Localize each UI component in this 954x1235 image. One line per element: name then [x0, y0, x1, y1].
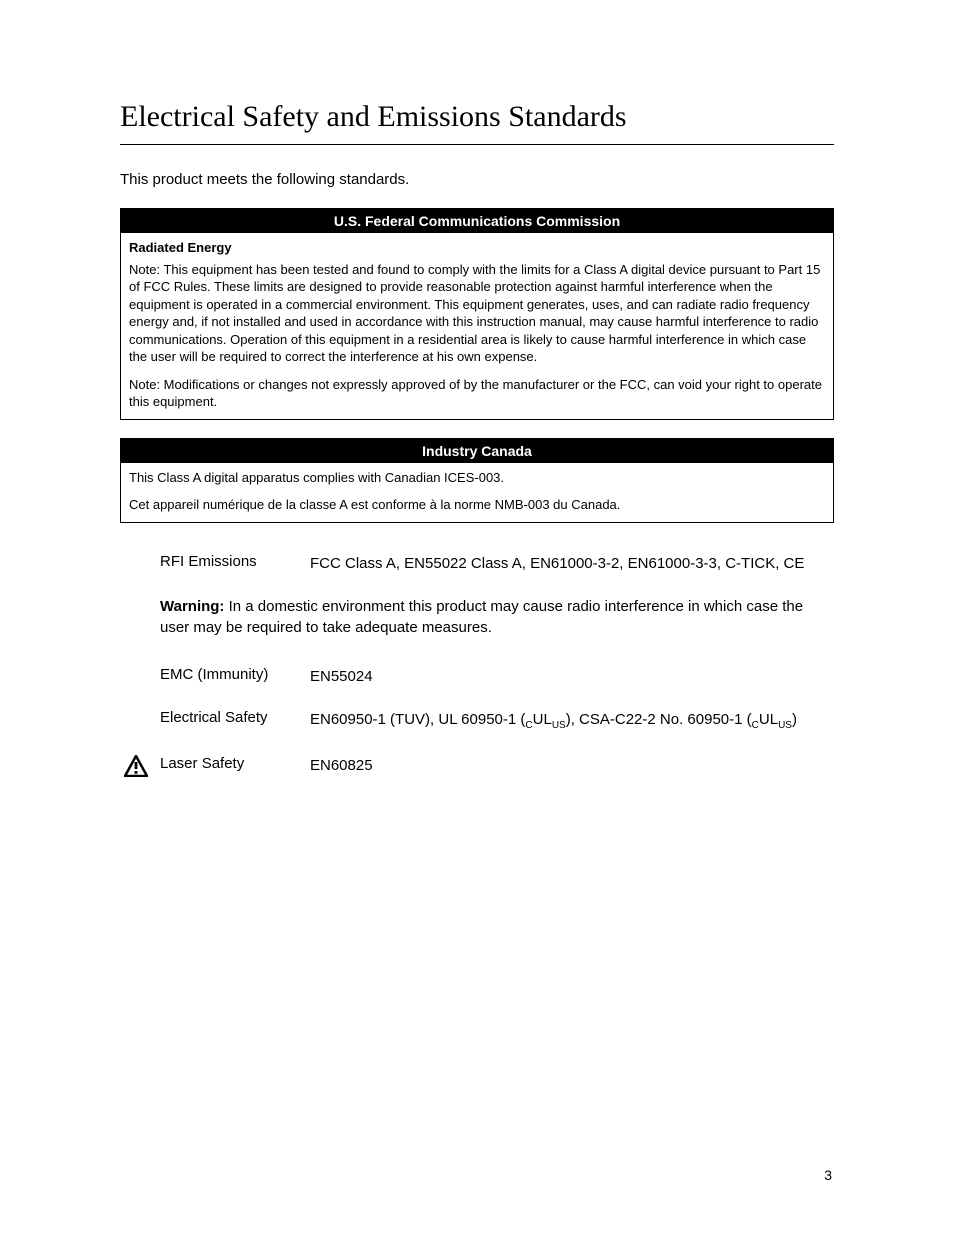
es-sub1: C	[525, 720, 532, 731]
es-mid1: UL	[533, 711, 552, 728]
warning-label: Warning:	[160, 598, 224, 615]
emc-row: EMC (Immunity) EN55024	[160, 666, 834, 687]
title-rule	[120, 144, 834, 145]
laser-value: EN60825	[310, 755, 834, 776]
fcc-header: U.S. Federal Communications Commission	[121, 209, 833, 233]
laser-content: Laser Safety EN60825	[160, 755, 834, 776]
warning-text: In a domestic environment this product m…	[160, 598, 803, 636]
warning-triangle-icon	[124, 755, 160, 781]
emc-value: EN55024	[310, 666, 834, 687]
rfi-label: RFI Emissions	[160, 553, 310, 574]
laser-label: Laser Safety	[160, 755, 310, 776]
rfi-value: FCC Class A, EN55022 Class A, EN61000-3-…	[310, 553, 834, 574]
document-page: Electrical Safety and Emissions Standard…	[0, 0, 954, 1235]
es-sub2: US	[552, 720, 566, 731]
fcc-box: U.S. Federal Communications Commission R…	[120, 208, 834, 420]
electrical-value: EN60950-1 (TUV), UL 60950-1 (CULUS), CSA…	[310, 709, 834, 733]
fcc-subtitle: Radiated Energy	[129, 239, 825, 257]
ic-body: This Class A digital apparatus complies …	[121, 463, 833, 522]
page-number: 3	[824, 1167, 832, 1183]
es-mid3: UL	[759, 711, 778, 728]
laser-row: Laser Safety EN60825	[124, 755, 834, 781]
intro-text: This product meets the following standar…	[120, 171, 834, 188]
warning-row: Warning: In a domestic environment this …	[160, 596, 834, 638]
page-title: Electrical Safety and Emissions Standard…	[120, 100, 834, 134]
ic-box: Industry Canada This Class A digital app…	[120, 438, 834, 523]
ic-header: Industry Canada	[121, 439, 833, 463]
electrical-label: Electrical Safety	[160, 709, 310, 733]
ic-para-1: This Class A digital apparatus complies …	[129, 469, 825, 487]
es-mid2: ), CSA-C22-2 No. 60950-1 (	[566, 711, 752, 728]
es-sub3: C	[752, 720, 759, 731]
rfi-row: RFI Emissions FCC Class A, EN55022 Class…	[160, 553, 834, 574]
ic-para-2: Cet appareil numérique de la classe A es…	[129, 496, 825, 514]
electrical-row: Electrical Safety EN60950-1 (TUV), UL 60…	[160, 709, 834, 733]
fcc-body: Radiated Energy Note: This equipment has…	[121, 233, 833, 419]
standards-section: RFI Emissions FCC Class A, EN55022 Class…	[160, 553, 834, 781]
es-sub4: US	[778, 720, 792, 731]
es-suffix: )	[792, 711, 797, 728]
fcc-para-1: Note: This equipment has been tested and…	[129, 261, 825, 366]
fcc-para-2: Note: Modifications or changes not expre…	[129, 376, 825, 411]
es-prefix: EN60950-1 (TUV), UL 60950-1 (	[310, 711, 525, 728]
emc-label: EMC (Immunity)	[160, 666, 310, 687]
